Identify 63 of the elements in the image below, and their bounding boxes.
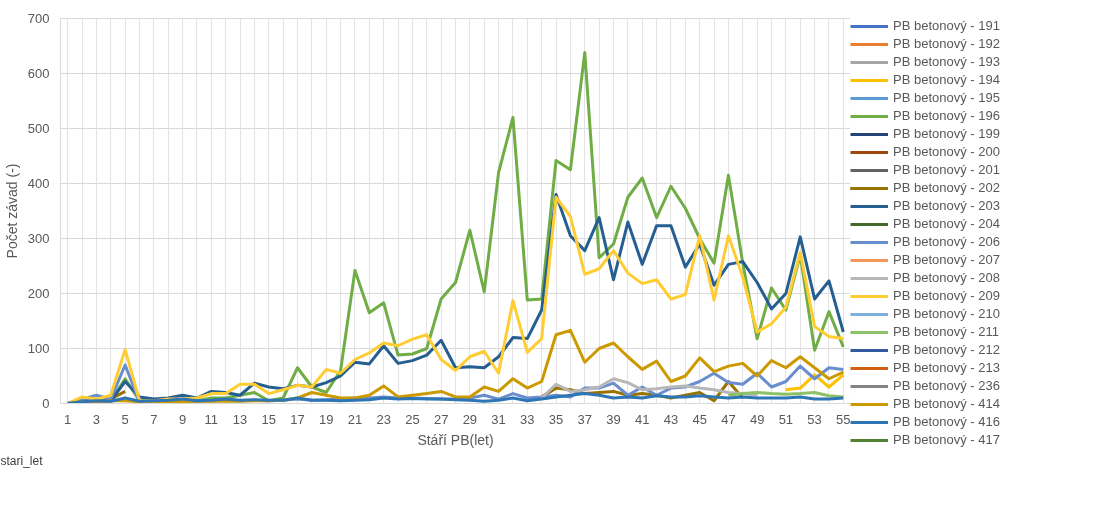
x-tick-label: 7 (150, 411, 158, 427)
legend-label: PB betonový - 417 (893, 432, 1000, 447)
x-tick-label: 11 (204, 411, 219, 427)
x-tick-label: 49 (749, 411, 765, 427)
legend-label: PB betonový - 211 (893, 324, 999, 339)
legend-label: PB betonový - 213 (893, 360, 1000, 375)
legend-label: PB betonový - 196 (893, 108, 1000, 123)
y-tick-label: 500 (27, 121, 50, 136)
x-tick-label: 25 (405, 411, 420, 427)
x-tick-label: 5 (121, 411, 129, 427)
y-tick-label: 700 (27, 11, 50, 26)
x-axis-title: Stáří PB(let) (417, 431, 494, 448)
legend-label: PB betonový - 414 (893, 396, 1000, 411)
x-tick-label: 39 (606, 411, 621, 427)
x-tick-label: 45 (692, 411, 707, 427)
legend-label: PB betonový - 202 (893, 180, 1000, 195)
legend-label: PB betonový - 195 (893, 90, 1000, 105)
y-tick-label: 600 (27, 66, 50, 81)
legend-label: PB betonový - 204 (893, 216, 1000, 231)
x-tick-label: 33 (520, 411, 535, 427)
legend-label: PB betonový - 203 (893, 198, 1000, 213)
x-tick-label: 23 (376, 411, 391, 427)
x-tick-label: 41 (635, 411, 650, 427)
legend-label: PB betonový - 192 (893, 36, 1000, 51)
x-tick-label: 27 (433, 411, 449, 427)
x-tick-label: 53 (807, 411, 822, 427)
legend-label: PB betonový - 194 (893, 72, 1000, 87)
x-tick-label: 3 (92, 411, 101, 427)
x-tick-label: 19 (319, 411, 334, 427)
x-tick-label: 35 (548, 411, 564, 427)
x-tick-label: 47 (721, 411, 736, 427)
x-tick-label: 21 (347, 411, 363, 427)
y-axis-title: Počet závad (-) (3, 163, 20, 259)
legend-label: PB betonový - 191 (893, 18, 1000, 33)
x-tick-label: 37 (577, 411, 593, 427)
x-tick-label: 51 (778, 411, 794, 427)
x-tick-label: 17 (290, 411, 305, 427)
legend-label: PB betonový - 201 (893, 162, 1000, 177)
legend-label: PB betonový - 207 (893, 252, 1000, 267)
x-tick-label: 31 (491, 411, 506, 427)
y-tick-label: 0 (42, 396, 50, 411)
legend-label: PB betonový - 236 (893, 378, 1000, 393)
legend-label: PB betonový - 209 (893, 288, 1000, 303)
x-tick-label: 9 (178, 411, 187, 427)
y-tick-label: 200 (27, 286, 50, 301)
text: stari_let (0, 453, 44, 468)
legend-label: PB betonový - 200 (893, 144, 1000, 159)
legend-label: PB betonový - 206 (893, 234, 1000, 249)
legend-label: PB betonový - 193 (893, 54, 1000, 69)
x-tick-label: 29 (462, 411, 478, 427)
legend-label: PB betonový - 212 (893, 342, 1000, 357)
legend-label: PB betonový - 210 (893, 306, 1000, 321)
legend-label: PB betonový - 199 (893, 126, 1000, 141)
x-tick-label: 55 (836, 411, 851, 427)
x-tick-label: 43 (663, 411, 679, 427)
x-tick-label: 13 (232, 411, 248, 427)
legend-label: PB betonový - 208 (893, 270, 1000, 285)
y-tick-label: 400 (27, 176, 50, 191)
x-tick-label: 1 (64, 411, 72, 427)
y-tick-label: 300 (27, 231, 50, 246)
y-tick-label: 100 (27, 341, 50, 356)
legend-label: PB betonový - 416 (893, 414, 1000, 429)
x-tick-label: 15 (261, 411, 277, 427)
